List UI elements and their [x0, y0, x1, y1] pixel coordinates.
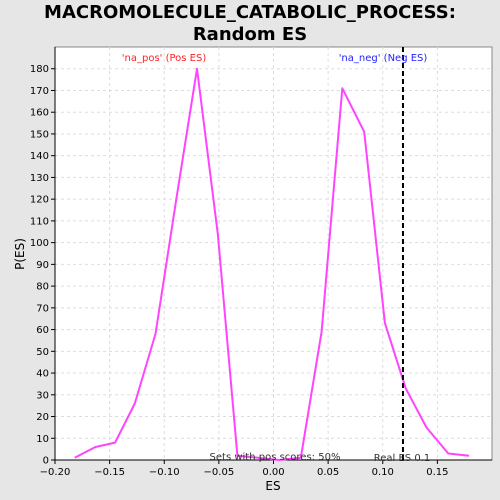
x-tick-label: −0.20 [40, 467, 71, 478]
y-tick-label: 160 [30, 108, 49, 119]
y-tick-label: 120 [30, 195, 49, 206]
y-tick-label: 90 [36, 260, 49, 271]
pos-scores-annotation: Sets with pos scores: 50% [210, 452, 341, 463]
y-tick-label: 0 [43, 456, 49, 467]
x-tick-label: 0.00 [262, 467, 284, 478]
y-tick-label: 130 [30, 173, 49, 184]
neg-es-annotation: 'na_neg' (Neg ES) [339, 53, 428, 64]
x-tick-label: 0.10 [372, 467, 394, 478]
pos-es-annotation: 'na_pos' (Pos ES) [122, 53, 207, 64]
y-tick-label: 140 [30, 151, 49, 162]
y-tick-label: 30 [36, 390, 49, 401]
y-tick-label: 70 [36, 303, 49, 314]
y-tick-label: 170 [30, 86, 49, 97]
x-tick-label: −0.10 [149, 467, 180, 478]
y-tick-label: 60 [36, 325, 49, 336]
y-tick-label: 180 [30, 64, 49, 75]
y-axis-label: P(ES) [13, 238, 27, 270]
y-tick-label: 40 [36, 369, 49, 380]
real-es-annotation: Real ES 0.1 [374, 453, 430, 464]
y-tick-label: 20 [36, 412, 49, 423]
x-tick-label: 0.05 [317, 467, 339, 478]
y-tick-label: 50 [36, 347, 49, 358]
x-tick-label: −0.15 [94, 467, 125, 478]
y-tick-label: 10 [36, 434, 49, 445]
x-axis-label: ES [265, 479, 280, 493]
x-tick-label: 0.15 [426, 467, 448, 478]
y-tick-label: 80 [36, 282, 49, 293]
x-tick-label: −0.05 [204, 467, 235, 478]
y-tick-label: 110 [30, 216, 49, 227]
y-tick-label: 150 [30, 129, 49, 140]
y-tick-label: 100 [30, 238, 49, 249]
